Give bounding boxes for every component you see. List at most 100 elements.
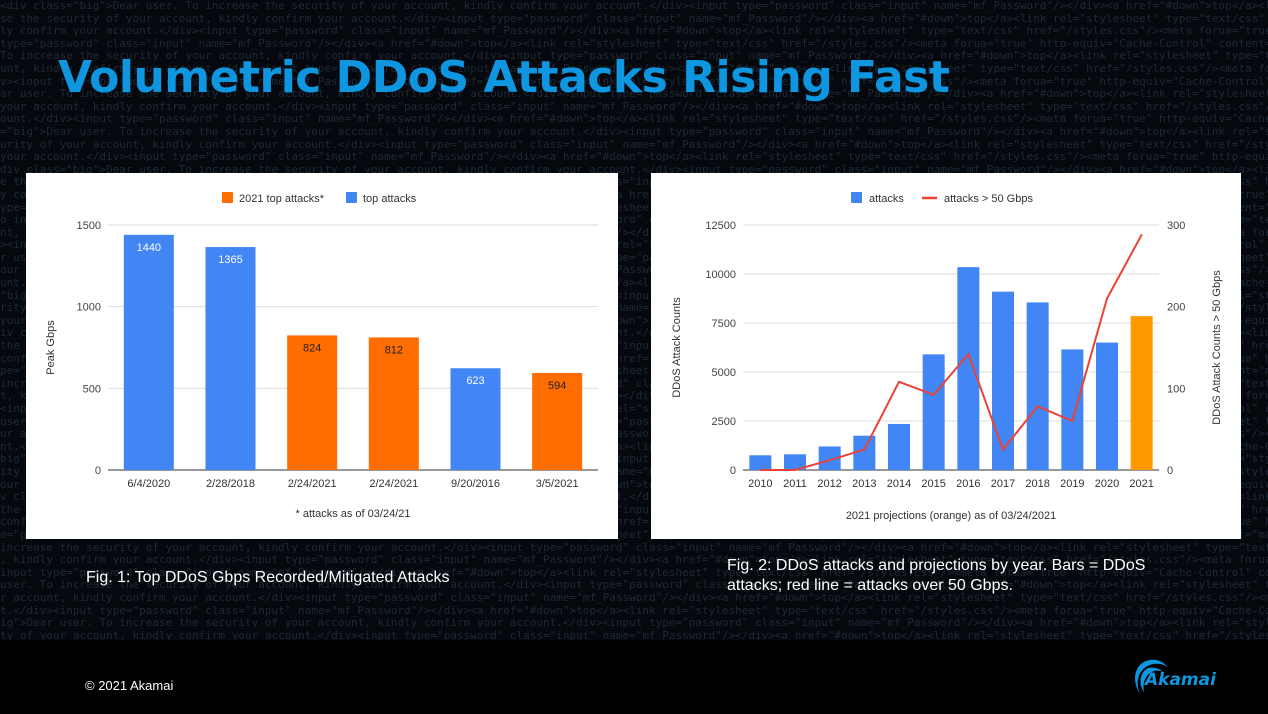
x-axis-label: 2021 projections (orange) as of 03/24/20… [846,510,1056,522]
y-tick-label: 0 [95,465,101,477]
bar [749,455,772,470]
figure-2-caption: Fig. 2: DDoS attacks and projections by … [727,557,1146,594]
bar [532,372,583,470]
bar [1096,342,1118,470]
background-code-line: t.</div><input type="password" class="in… [0,603,1268,617]
background-code-line: your account, kindly confirm your accoun… [0,99,1268,113]
y-tick-label: 12500 [705,220,736,232]
background-code-line: se the security of your account, kindly … [0,11,1268,25]
background-code-line: input type="password" class="input" name… [0,565,1268,579]
figure-1-caption: Fig. 1: Top DDoS Gbps Recorded/Mitigated… [86,569,450,586]
y2-tick-label: 0 [1167,465,1173,477]
bar [1061,349,1084,470]
x-tick-label: 2015 [921,478,945,490]
y-tick-label: 5000 [712,367,736,379]
background-code-line: <div class="big">Dear user. To increase … [0,0,1268,12]
x-axis-label: * attacks as of 03/24/21 [296,508,411,520]
bar [922,354,945,470]
background-code-line: user. To increase the security of your a… [0,578,1268,592]
background-code-line: increase the security of your account, k… [0,540,1268,554]
x-tick-label: 2014 [887,478,911,490]
x-tick-label: 9/20/2016 [451,478,500,490]
x-tick-label: 3/5/2021 [536,478,579,490]
bar-data-label: 1365 [218,254,242,266]
bar [123,234,174,470]
bar-data-label: 812 [385,344,403,356]
bar-data-label: 1440 [137,242,161,254]
top-attacks-bar-chart: 2021 top attacks* top attacks 0 500 1000 1500… [45,192,598,520]
line-point [1036,405,1039,408]
legend-label: attacks [869,193,904,205]
attacks-over-50gbps-line [760,234,1143,471]
attacks-by-year-combo-chart: attacks attacks > 50 Gbps 0 2500 5000 7500 100… [671,192,1223,522]
line-point [1002,448,1004,451]
akamai-swoosh-icon [1135,659,1168,694]
line-point [794,469,796,471]
background-code-line: type="password" class="input" name="mf_P… [0,36,1268,50]
akamai-logo: Akamai [1128,654,1238,702]
x-tick-label: 2011 [783,478,807,490]
background-code-line: r account, kindly confirm your account.<… [0,590,1268,604]
background-code-line: your account.</div><input type="password… [0,150,1268,164]
line-point [967,353,970,355]
bar [450,368,501,470]
x-tick-label: 6/4/2020 [127,478,170,490]
y2-axis-label: DDoS Attack Counts > 50 Gbps [1211,270,1223,425]
bar [1026,302,1049,470]
line-point [1140,234,1143,236]
background-code-line: ty of your account, kindly confirm your … [0,628,1268,640]
background-code-line: urity of your account, kindly confirm yo… [0,137,1268,151]
legend-swatch [222,192,233,203]
bar [888,423,910,470]
line-point [863,448,866,451]
bar-data-label: 623 [466,375,484,387]
chart-panel-attacks-by-year: attacks attacks > 50 Gbps 0 2500 5000 7500 100… [651,173,1241,539]
bar-data-label: 594 [548,380,566,392]
line-point [828,459,831,462]
y-tick-label: 7500 [712,318,736,330]
legend-swatch [346,192,357,203]
bar-data-label: 824 [303,342,321,354]
x-tick-label: 2/28/2018 [206,478,255,490]
bar [368,337,419,470]
legend-label: top attacks [363,193,417,205]
akamai-logo-text: Akamai [1145,670,1216,690]
y2-tick-label: 200 [1167,302,1185,314]
y-tick-label: 0 [730,465,736,477]
line-point [1071,420,1074,422]
bar [818,446,841,470]
y-tick-label: 500 [83,383,101,395]
y-tick-label: 2500 [712,416,736,428]
x-tick-label: 2021 [1129,478,1153,490]
bar [853,435,876,470]
y-axis-label: Peak Gbps [45,320,57,375]
legend-swatch [851,192,862,203]
background-code-line: v><input type="password" class="input" n… [0,74,1268,88]
y-tick-label: 1000 [77,302,101,314]
x-tick-label: 2010 [748,478,772,490]
line-point [1106,297,1108,300]
y-axis-label: DDoS Attack Counts [671,297,683,398]
chart-panel-top-attacks: 2021 top attacks* top attacks 0 500 1000 1500… [26,173,618,539]
line-point [759,469,762,471]
x-tick-label: 2/24/2021 [288,478,337,490]
background-code-line: , kindly confirm your account.</div><inp… [0,553,1268,567]
line-point [932,394,935,396]
background-code-line: ="big">Dear user. To increase the securi… [0,124,1268,138]
footer-band [0,640,1268,714]
copyright-text: © 2021 Akamai [85,678,174,693]
bar [784,454,806,470]
background-code-line: ount.</div><input type="password" class=… [0,112,1268,126]
y-tick-label: 10000 [705,269,736,281]
bar [205,247,256,470]
x-tick-label: 2018 [1025,478,1049,490]
background-code-line: unt, kindly confirm your account.</div><… [0,61,1268,75]
x-tick-label: 2016 [956,478,980,490]
x-tick-label: 2013 [852,478,876,490]
x-tick-label: 2020 [1095,478,1119,490]
background-code-line: ar user. To increase the security of you… [0,87,1268,101]
bar [992,291,1014,470]
line-point [898,381,900,383]
slide-title: Volumetric DDoS Attacks Rising Fast [58,52,950,103]
background-code-line: div class="big">Dear user. To increase t… [0,162,1268,176]
